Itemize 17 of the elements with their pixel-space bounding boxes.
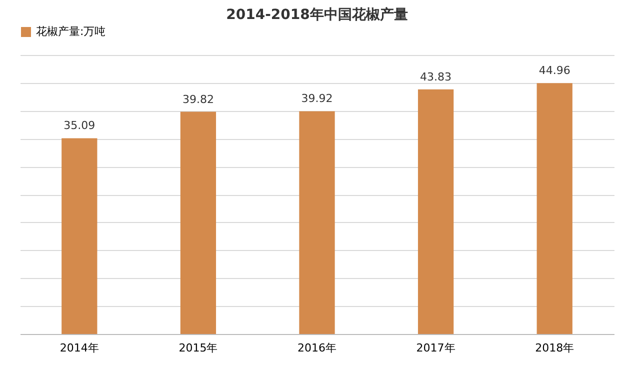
data-label: 39.92 bbox=[301, 92, 333, 106]
x-tick-label: 2014年 bbox=[60, 342, 99, 354]
legend-label: 花椒产量:万吨 bbox=[36, 25, 106, 38]
x-tick-label: 2018年 bbox=[535, 342, 574, 354]
bar bbox=[62, 138, 98, 334]
data-label: 35.09 bbox=[64, 119, 96, 132]
data-label: 44.96 bbox=[538, 64, 570, 78]
bar bbox=[418, 89, 454, 334]
x-tick-label: 2017年 bbox=[416, 342, 456, 354]
bar bbox=[180, 112, 216, 334]
data-label: 39.82 bbox=[182, 92, 214, 106]
chart-title: 2014-2018年中国花椒产量 bbox=[226, 6, 408, 23]
x-tick-label: 2015年 bbox=[178, 342, 218, 354]
x-tick-label: 2016年 bbox=[298, 342, 336, 354]
bar bbox=[536, 83, 572, 334]
bar bbox=[299, 111, 335, 334]
data-label: 43.83 bbox=[420, 70, 452, 84]
